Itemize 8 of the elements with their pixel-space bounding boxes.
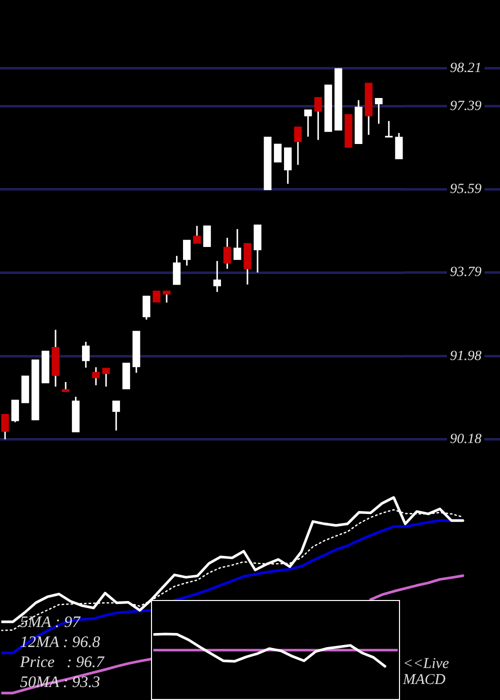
annotation: Price : 96.7 [20, 653, 104, 673]
y-tick-label: 97.39 [450, 98, 482, 114]
y-tick-label: 90.18 [450, 432, 482, 447]
y-tick-label: 93.79 [450, 265, 482, 280]
y-tick-label: 95.59 [450, 182, 482, 198]
y-tick-label: 98.21 [450, 60, 482, 76]
y-tick-label: 91.98 [450, 348, 482, 364]
annotation: <<Live MACD [403, 656, 450, 688]
